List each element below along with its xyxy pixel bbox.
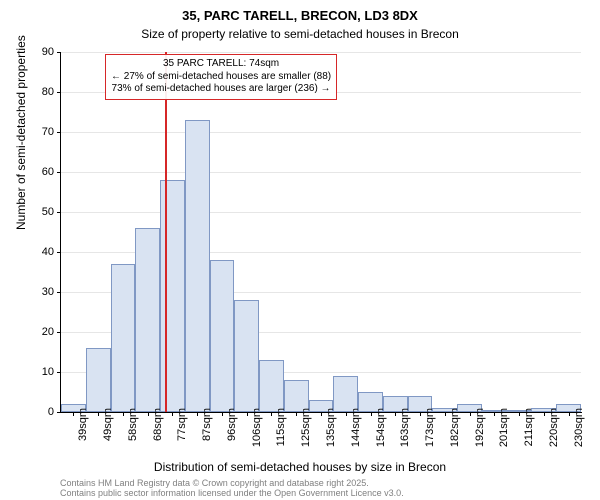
footer-line-1: Contains HM Land Registry data © Crown c… <box>60 478 404 488</box>
ytick-label: 40 <box>42 246 54 258</box>
xtick-mark <box>271 412 272 416</box>
xtick-label: 106sqm <box>251 408 263 447</box>
ytick-mark <box>57 332 61 333</box>
bar <box>160 180 185 412</box>
xtick-label: 49sqm <box>102 408 114 441</box>
ytick-mark <box>57 172 61 173</box>
bar <box>86 348 111 412</box>
gridline <box>61 172 581 173</box>
xtick-label: 144sqm <box>350 408 362 447</box>
xtick-mark <box>321 412 322 416</box>
xtick-mark <box>197 412 198 416</box>
xtick-mark <box>519 412 520 416</box>
ytick-label: 90 <box>42 46 54 58</box>
xtick-mark <box>346 412 347 416</box>
xtick-mark <box>222 412 223 416</box>
bar <box>210 260 235 412</box>
xtick-mark <box>73 412 74 416</box>
ytick-label: 30 <box>42 286 54 298</box>
xtick-label: 220sqm <box>548 408 560 447</box>
gridline <box>61 212 581 213</box>
xtick-mark <box>445 412 446 416</box>
xtick-mark <box>569 412 570 416</box>
annotation-box: 35 PARC TARELL: 74sqm← 27% of semi-detac… <box>105 54 337 100</box>
ytick-mark <box>57 292 61 293</box>
ytick-mark <box>57 372 61 373</box>
xtick-mark <box>420 412 421 416</box>
xtick-label: 135sqm <box>325 408 337 447</box>
xtick-mark <box>247 412 248 416</box>
ytick-mark <box>57 92 61 93</box>
ytick-mark <box>57 252 61 253</box>
ytick-label: 50 <box>42 206 54 218</box>
xtick-mark <box>172 412 173 416</box>
ytick-mark <box>57 212 61 213</box>
footer-attribution: Contains HM Land Registry data © Crown c… <box>60 478 404 499</box>
xtick-label: 192sqm <box>474 408 486 447</box>
xtick-mark <box>494 412 495 416</box>
xtick-mark <box>98 412 99 416</box>
xtick-label: 58sqm <box>127 408 139 441</box>
ytick-label: 20 <box>42 326 54 338</box>
annotation-line: ← 27% of semi-detached houses are smalle… <box>111 71 331 84</box>
bar <box>111 264 136 412</box>
ytick-mark <box>57 412 61 413</box>
xtick-mark <box>371 412 372 416</box>
xtick-label: 182sqm <box>449 408 461 447</box>
bar <box>185 120 210 412</box>
xtick-label: 115sqm <box>275 408 287 446</box>
xtick-label: 125sqm <box>300 408 312 447</box>
chart-subtitle: Size of property relative to semi-detach… <box>0 25 600 41</box>
chart-title: 35, PARC TARELL, BRECON, LD3 8DX <box>0 0 600 25</box>
annotation-line: 35 PARC TARELL: 74sqm <box>111 58 331 71</box>
xtick-label: 96sqm <box>226 408 238 441</box>
annotation-line: 73% of semi-detached houses are larger (… <box>111 83 331 96</box>
xtick-label: 173sqm <box>424 408 436 447</box>
x-axis-title: Distribution of semi-detached houses by … <box>0 460 600 474</box>
reference-line <box>165 52 167 412</box>
bar <box>333 376 358 412</box>
gridline <box>61 52 581 53</box>
xtick-label: 211sqm <box>523 408 535 446</box>
footer-line-2: Contains public sector information licen… <box>60 488 404 498</box>
xtick-mark <box>148 412 149 416</box>
xtick-label: 39sqm <box>77 408 89 441</box>
xtick-label: 68sqm <box>152 408 164 441</box>
xtick-mark <box>470 412 471 416</box>
gridline <box>61 132 581 133</box>
ytick-label: 0 <box>48 406 54 418</box>
bar <box>135 228 160 412</box>
ytick-label: 80 <box>42 86 54 98</box>
plot-area: 39sqm49sqm58sqm68sqm77sqm87sqm96sqm106sq… <box>60 52 581 413</box>
xtick-label: 230sqm <box>573 408 585 447</box>
xtick-mark <box>123 412 124 416</box>
chart-area: 39sqm49sqm58sqm68sqm77sqm87sqm96sqm106sq… <box>60 52 580 412</box>
xtick-label: 163sqm <box>399 408 411 447</box>
ytick-label: 70 <box>42 126 54 138</box>
bar <box>259 360 284 412</box>
y-axis-title: Number of semi-detached properties <box>14 35 28 230</box>
xtick-mark <box>544 412 545 416</box>
ytick-mark <box>57 132 61 133</box>
ytick-label: 10 <box>42 366 54 378</box>
ytick-label: 60 <box>42 166 54 178</box>
xtick-label: 77sqm <box>176 408 188 441</box>
xtick-label: 201sqm <box>498 408 510 447</box>
bar <box>234 300 259 412</box>
ytick-mark <box>57 52 61 53</box>
xtick-label: 87sqm <box>201 408 213 441</box>
xtick-label: 154sqm <box>375 408 387 447</box>
xtick-mark <box>296 412 297 416</box>
chart-container: 35, PARC TARELL, BRECON, LD3 8DX Size of… <box>0 0 600 500</box>
xtick-mark <box>395 412 396 416</box>
